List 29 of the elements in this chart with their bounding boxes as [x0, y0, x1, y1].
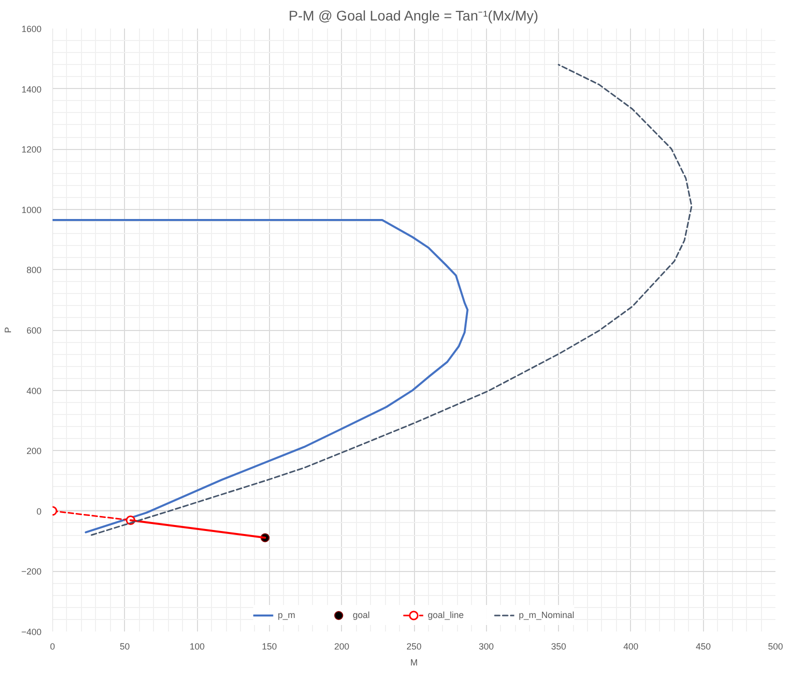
legend-label: goal_line	[428, 610, 464, 620]
x-tick-label: 50	[120, 642, 130, 652]
y-tick-label: 200	[26, 446, 42, 456]
y-tick-label: 1600	[21, 24, 42, 34]
legend-label: p_m_Nominal	[518, 610, 574, 620]
x-tick-label: 350	[551, 642, 566, 652]
y-axis-title: P	[3, 326, 14, 333]
legend-label: p_m	[278, 610, 296, 620]
y-tick-label: 1200	[21, 144, 42, 155]
y-tick-label: 800	[26, 265, 42, 276]
x-tick-label: 0	[50, 642, 56, 652]
x-tick-label: 400	[623, 642, 638, 652]
x-axis-title: M	[410, 658, 418, 668]
y-tick-label: 1000	[21, 204, 42, 215]
chart-title: P-M @ Goal Load Angle = Tan⁻¹(Mx/My)	[288, 8, 538, 24]
x-tick-label: 200	[334, 642, 350, 652]
x-tick-label: 100	[190, 642, 205, 652]
x-tick-label: 450	[696, 642, 711, 652]
x-tick-label: 150	[262, 642, 277, 652]
y-tick-label: 600	[26, 326, 42, 336]
x-tick-label: 250	[406, 642, 422, 652]
y-tick-label: 1400	[21, 84, 42, 94]
y-tick-label: 0	[36, 506, 42, 516]
legend-label: goal	[352, 610, 371, 620]
y-tick-label: −400	[21, 627, 42, 637]
x-tick-label: 300	[478, 642, 494, 652]
x-tick-label: 500	[768, 642, 784, 652]
y-tick-label: −200	[21, 566, 42, 577]
y-tick-label: 400	[26, 386, 42, 396]
